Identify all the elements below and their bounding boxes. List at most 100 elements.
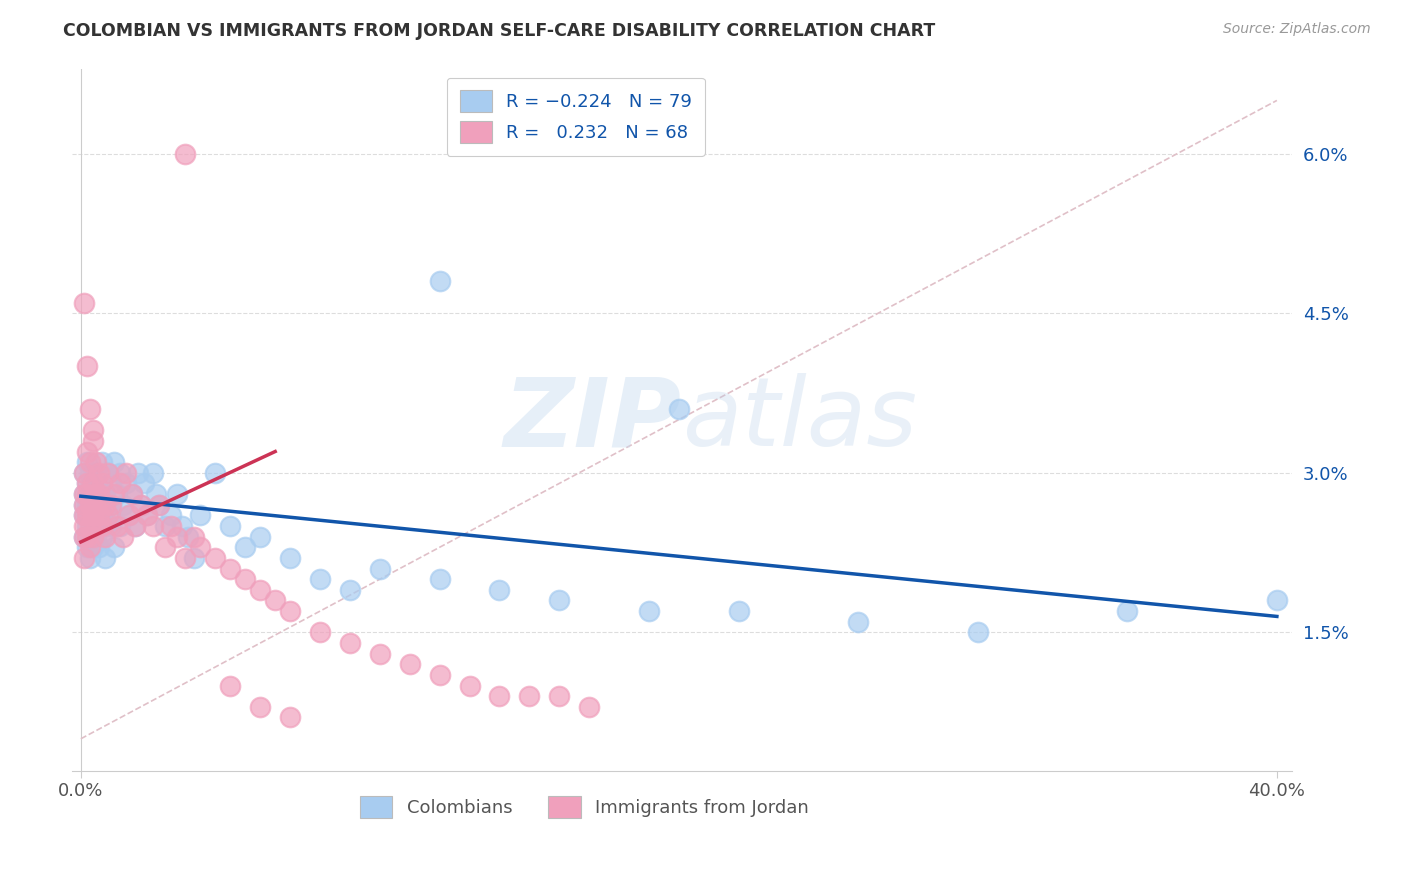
Point — [148, 498, 170, 512]
Point — [1116, 604, 1139, 618]
Point — [249, 530, 271, 544]
Point — [638, 604, 661, 618]
Point — [124, 519, 146, 533]
Point — [121, 487, 143, 501]
Point — [76, 530, 98, 544]
Point — [100, 476, 122, 491]
Point — [82, 423, 104, 437]
Point — [100, 498, 122, 512]
Point — [73, 550, 96, 565]
Point — [368, 647, 391, 661]
Point — [204, 466, 226, 480]
Point — [174, 550, 197, 565]
Point — [114, 466, 136, 480]
Point — [73, 466, 96, 480]
Point — [142, 466, 165, 480]
Point — [73, 519, 96, 533]
Point — [79, 466, 101, 480]
Point — [1265, 593, 1288, 607]
Point — [79, 487, 101, 501]
Point — [166, 530, 188, 544]
Point — [233, 572, 256, 586]
Point — [429, 274, 451, 288]
Point — [87, 541, 110, 555]
Point — [79, 550, 101, 565]
Point — [278, 550, 301, 565]
Point — [111, 498, 134, 512]
Point — [93, 550, 115, 565]
Point — [309, 625, 332, 640]
Point — [517, 690, 540, 704]
Point — [76, 541, 98, 555]
Point — [76, 476, 98, 491]
Point — [90, 530, 112, 544]
Point — [148, 498, 170, 512]
Point — [548, 593, 571, 607]
Point — [76, 455, 98, 469]
Point — [87, 498, 110, 512]
Point — [488, 582, 510, 597]
Point — [93, 519, 115, 533]
Point — [339, 636, 361, 650]
Point — [79, 541, 101, 555]
Point — [339, 582, 361, 597]
Point — [429, 668, 451, 682]
Point — [177, 530, 200, 544]
Point — [118, 508, 141, 523]
Point — [84, 455, 107, 469]
Point — [82, 476, 104, 491]
Point — [249, 699, 271, 714]
Y-axis label: Self-Care Disability: Self-Care Disability — [0, 341, 8, 498]
Point — [93, 487, 115, 501]
Point — [668, 401, 690, 416]
Point — [368, 561, 391, 575]
Point — [84, 519, 107, 533]
Point — [249, 582, 271, 597]
Point — [108, 476, 131, 491]
Point — [309, 572, 332, 586]
Point — [97, 508, 120, 523]
Point — [76, 508, 98, 523]
Point — [124, 519, 146, 533]
Point — [127, 466, 149, 480]
Point — [105, 487, 128, 501]
Point — [73, 508, 96, 523]
Point — [108, 519, 131, 533]
Point — [90, 476, 112, 491]
Point — [190, 541, 212, 555]
Point — [100, 519, 122, 533]
Point — [82, 519, 104, 533]
Point — [166, 487, 188, 501]
Point — [76, 487, 98, 501]
Point — [93, 498, 115, 512]
Point — [82, 434, 104, 448]
Point — [73, 530, 96, 544]
Point — [76, 498, 98, 512]
Point — [84, 498, 107, 512]
Point — [97, 466, 120, 480]
Point — [84, 487, 107, 501]
Point — [103, 541, 125, 555]
Point — [73, 295, 96, 310]
Point — [79, 530, 101, 544]
Point — [429, 572, 451, 586]
Point — [93, 530, 115, 544]
Point — [548, 690, 571, 704]
Legend: Colombians, Immigrants from Jordan: Colombians, Immigrants from Jordan — [353, 789, 815, 825]
Point — [90, 519, 112, 533]
Point — [87, 519, 110, 533]
Point — [132, 476, 155, 491]
Point — [79, 401, 101, 416]
Point — [84, 466, 107, 480]
Point — [82, 498, 104, 512]
Text: COLOMBIAN VS IMMIGRANTS FROM JORDAN SELF-CARE DISABILITY CORRELATION CHART: COLOMBIAN VS IMMIGRANTS FROM JORDAN SELF… — [63, 22, 935, 40]
Point — [153, 541, 176, 555]
Point — [73, 487, 96, 501]
Point — [76, 359, 98, 374]
Point — [398, 657, 420, 672]
Point — [87, 466, 110, 480]
Point — [121, 487, 143, 501]
Point — [105, 519, 128, 533]
Point — [172, 519, 194, 533]
Point — [458, 679, 481, 693]
